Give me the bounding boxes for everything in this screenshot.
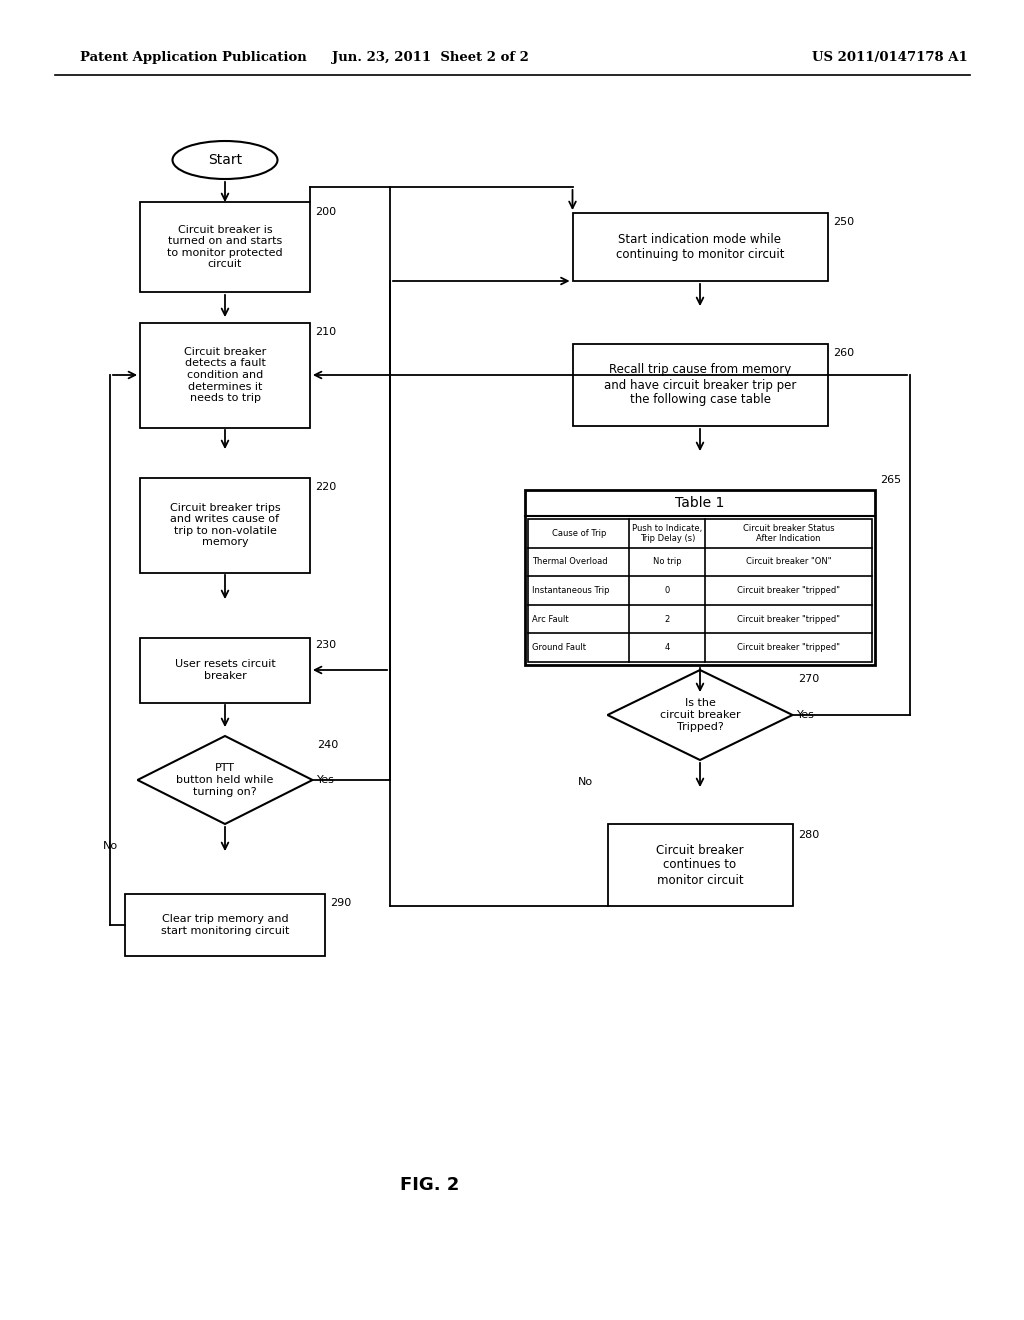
Polygon shape <box>137 737 312 824</box>
Text: Patent Application Publication: Patent Application Publication <box>80 51 307 65</box>
Text: Clear trip memory and
start monitoring circuit: Clear trip memory and start monitoring c… <box>161 915 289 936</box>
Text: 290: 290 <box>330 898 351 908</box>
Bar <box>140 202 310 292</box>
Text: 250: 250 <box>833 216 854 227</box>
Bar <box>140 638 310 702</box>
Text: Instantaneous Trip: Instantaneous Trip <box>532 586 609 595</box>
Text: Thermal Overload: Thermal Overload <box>532 557 607 566</box>
Text: Start indication mode while
continuing to monitor circuit: Start indication mode while continuing t… <box>615 234 784 261</box>
Text: Is the
circuit breaker
Tripped?: Is the circuit breaker Tripped? <box>659 698 740 731</box>
Text: Yes: Yes <box>317 775 335 785</box>
Text: Table 1: Table 1 <box>675 496 725 510</box>
Text: Circuit breaker "ON": Circuit breaker "ON" <box>745 557 831 566</box>
Text: No: No <box>103 841 118 851</box>
Text: 230: 230 <box>315 640 336 649</box>
Text: FIG. 2: FIG. 2 <box>400 1176 460 1195</box>
Ellipse shape <box>172 141 278 180</box>
Text: Circuit breaker "tripped": Circuit breaker "tripped" <box>737 643 840 652</box>
Text: Circuit breaker trips
and writes cause of
trip to non-volatile
memory: Circuit breaker trips and writes cause o… <box>170 503 281 548</box>
Text: Circuit breaker "tripped": Circuit breaker "tripped" <box>737 586 840 595</box>
Text: PTT
button held while
turning on?: PTT button held while turning on? <box>176 763 273 796</box>
Text: 240: 240 <box>317 741 338 750</box>
Text: 0: 0 <box>665 586 670 595</box>
Text: 4: 4 <box>665 643 670 652</box>
Text: 280: 280 <box>798 830 819 840</box>
Text: No: No <box>578 777 593 787</box>
Text: Circuit breaker Status
After Indication: Circuit breaker Status After Indication <box>742 524 835 543</box>
Text: Cause of Trip: Cause of Trip <box>552 529 606 537</box>
Text: Ground Fault: Ground Fault <box>532 643 586 652</box>
Text: Circuit breaker
detects a fault
condition and
determines it
needs to trip: Circuit breaker detects a fault conditio… <box>184 347 266 403</box>
Bar <box>528 519 872 663</box>
Bar <box>125 894 325 956</box>
Text: 260: 260 <box>833 348 854 358</box>
Text: Yes: Yes <box>797 710 815 719</box>
Text: Arc Fault: Arc Fault <box>532 615 568 623</box>
Polygon shape <box>607 671 793 760</box>
Bar <box>607 824 793 906</box>
Text: 265: 265 <box>880 475 901 484</box>
Text: Start: Start <box>208 153 242 168</box>
Text: Recall trip cause from memory
and have circuit breaker trip per
the following ca: Recall trip cause from memory and have c… <box>604 363 797 407</box>
Text: User resets circuit
breaker: User resets circuit breaker <box>175 659 275 681</box>
Bar <box>140 478 310 573</box>
Text: No trip: No trip <box>653 557 682 566</box>
Bar <box>572 345 827 426</box>
Text: US 2011/0147178 A1: US 2011/0147178 A1 <box>812 51 968 65</box>
Bar <box>525 490 874 665</box>
Text: 210: 210 <box>315 327 336 337</box>
Text: Jun. 23, 2011  Sheet 2 of 2: Jun. 23, 2011 Sheet 2 of 2 <box>332 51 528 65</box>
Text: Circuit breaker is
turned on and starts
to monitor protected
circuit: Circuit breaker is turned on and starts … <box>167 224 283 269</box>
Bar <box>140 322 310 428</box>
Text: Circuit breaker "tripped": Circuit breaker "tripped" <box>737 615 840 623</box>
Bar <box>572 213 827 281</box>
Text: Circuit breaker
continues to
monitor circuit: Circuit breaker continues to monitor cir… <box>656 843 743 887</box>
Text: 2: 2 <box>665 615 670 623</box>
Text: 270: 270 <box>798 675 819 684</box>
Text: 200: 200 <box>315 207 336 216</box>
Text: Push to Indicate,
Trip Delay (s): Push to Indicate, Trip Delay (s) <box>632 524 702 543</box>
Text: 220: 220 <box>315 482 336 492</box>
